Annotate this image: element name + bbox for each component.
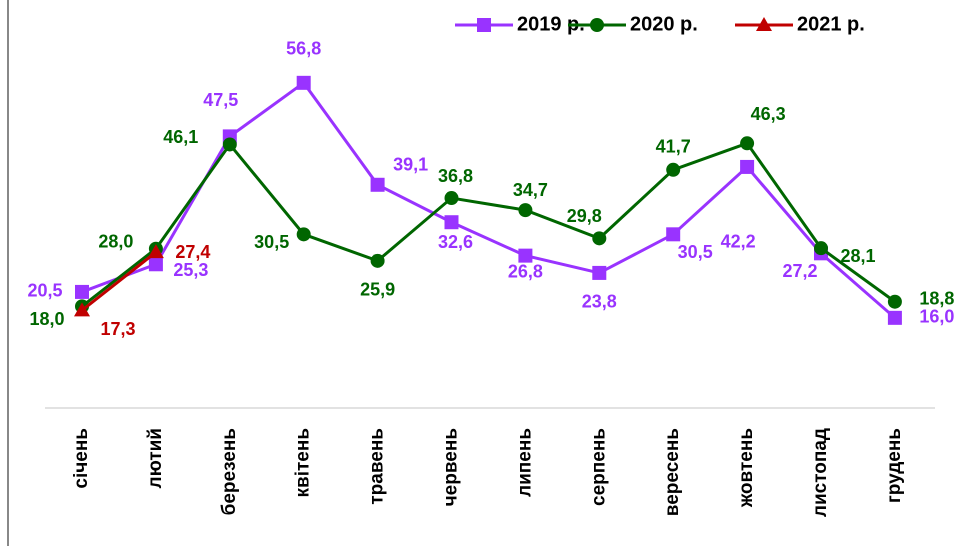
marker bbox=[592, 265, 607, 280]
marker bbox=[666, 227, 681, 242]
legend-label: 2020 р. bbox=[630, 13, 698, 35]
data-label: 39,1 bbox=[393, 155, 428, 175]
data-label: 26,8 bbox=[508, 261, 543, 281]
data-label: 30,5 bbox=[678, 242, 713, 262]
legend-label: 2021 р. bbox=[797, 13, 865, 35]
series-line bbox=[81, 141, 896, 308]
marker bbox=[590, 18, 604, 32]
data-label: 27,2 bbox=[782, 261, 817, 281]
marker bbox=[814, 241, 828, 256]
data-label: 25,9 bbox=[360, 280, 395, 300]
series-line bbox=[81, 80, 896, 319]
x-tick-label: червень bbox=[441, 428, 462, 506]
data-label: 28,0 bbox=[98, 231, 133, 251]
marker bbox=[592, 231, 607, 246]
marker bbox=[74, 302, 90, 317]
data-label: 42,2 bbox=[721, 232, 756, 252]
x-tick-label: вересень bbox=[662, 428, 683, 516]
marker bbox=[148, 257, 163, 272]
marker bbox=[75, 284, 89, 299]
data-label: 18,8 bbox=[919, 288, 954, 308]
x-tick-label: серпень bbox=[588, 428, 609, 506]
marker bbox=[296, 227, 311, 242]
x-tick-label: січень bbox=[71, 428, 92, 489]
data-label: 41,7 bbox=[656, 137, 691, 157]
x-tick-label: травень bbox=[367, 428, 388, 505]
data-label: 27,4 bbox=[175, 242, 210, 262]
marker bbox=[887, 294, 902, 309]
series-line bbox=[81, 250, 157, 312]
data-label: 18,0 bbox=[29, 309, 64, 329]
marker bbox=[370, 253, 385, 268]
marker bbox=[477, 18, 491, 32]
marker bbox=[887, 310, 902, 325]
x-tick-label: липень bbox=[514, 428, 535, 497]
data-label: 36,8 bbox=[438, 166, 473, 186]
data-label: 56,8 bbox=[286, 39, 321, 59]
data-label: 28,1 bbox=[840, 246, 875, 266]
x-tick-label: березень bbox=[219, 428, 240, 515]
marker bbox=[666, 162, 681, 177]
data-label: 47,5 bbox=[203, 90, 238, 110]
marker bbox=[370, 177, 385, 192]
x-tick-label: лютий bbox=[145, 428, 166, 489]
marker bbox=[296, 75, 311, 90]
data-label: 46,3 bbox=[751, 104, 786, 124]
x-tick-label: листопад bbox=[810, 428, 831, 517]
marker bbox=[740, 159, 755, 174]
data-label: 23,8 bbox=[582, 292, 617, 312]
marker bbox=[147, 244, 164, 259]
data-label: 16,0 bbox=[919, 307, 954, 327]
marker bbox=[518, 248, 533, 263]
data-label: 17,3 bbox=[100, 319, 135, 339]
data-label: 34,7 bbox=[513, 180, 548, 200]
marker bbox=[444, 191, 459, 206]
x-tick-label: грудень bbox=[884, 428, 905, 503]
data-label: 29,8 bbox=[567, 206, 602, 226]
marker bbox=[740, 136, 755, 151]
x-tick-label: квітень bbox=[293, 428, 314, 498]
marker bbox=[222, 137, 237, 152]
data-label: 25,3 bbox=[173, 260, 208, 280]
marker bbox=[518, 203, 533, 218]
data-label: 30,5 bbox=[254, 232, 289, 252]
marker bbox=[756, 17, 772, 31]
data-label: 20,5 bbox=[27, 281, 62, 301]
data-label: 46,1 bbox=[163, 127, 198, 147]
legend-label: 2019 р. bbox=[517, 13, 585, 35]
marker bbox=[444, 215, 459, 230]
data-label: 32,6 bbox=[438, 232, 473, 252]
x-tick-label: жовтень bbox=[736, 428, 757, 508]
